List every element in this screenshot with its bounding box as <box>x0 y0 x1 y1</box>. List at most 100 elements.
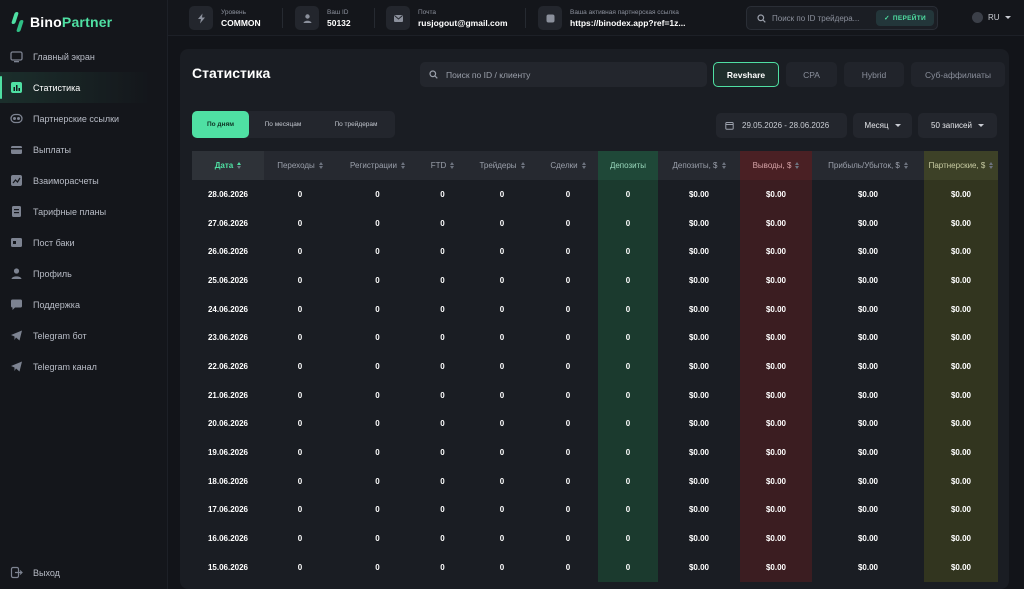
column-header-ftd[interactable]: FTD <box>419 151 466 180</box>
tab-sub-affiliates[interactable]: Суб-аффилиаты <box>911 62 1005 87</box>
cell-date: 25.06.2026 <box>207 275 249 285</box>
column-header-label: Прибыль/Убыток, $ <box>828 161 900 170</box>
tab-cpa[interactable]: CPA <box>786 62 837 87</box>
sidebar-item-telegram-channel[interactable]: Telegram канал <box>0 351 168 382</box>
group-select[interactable]: Месяц <box>853 113 912 138</box>
sort-icon <box>989 162 994 169</box>
sidebar-item-label: Telegram бот <box>33 330 87 341</box>
date-range-picker[interactable]: 29.05.2026 - 28.06.2026 <box>716 113 847 138</box>
table-body: 28.06.2026 0 0 0 0 0 0 $0.00 $0.00 $0.00 $0.00 27.0… <box>192 180 998 582</box>
cell-registrations: 0 <box>375 361 380 371</box>
cell-profit-loss-usd: $0.00 <box>857 476 879 486</box>
sort-icon <box>581 162 586 169</box>
column-header-partner-usd[interactable]: Партнерские, $ <box>924 151 998 180</box>
tariffs-icon <box>10 205 23 218</box>
tab-by-months[interactable]: По месяцам <box>264 121 302 128</box>
language-select[interactable]: RU <box>972 12 1011 23</box>
cell-deposits-usd: $0.00 <box>688 304 710 314</box>
client-search[interactable]: Поиск по ID / клиенту <box>420 62 707 87</box>
cell-deposits-usd: $0.00 <box>688 448 710 458</box>
cell-deals: 0 <box>565 476 571 486</box>
logo-text: BinoPartner <box>30 14 113 30</box>
cell-deposits: 0 <box>598 294 658 324</box>
column-header-date[interactable]: Дата <box>192 151 264 180</box>
column-header-clicks[interactable]: Переходы <box>264 151 336 180</box>
sidebar-item-tariffs[interactable]: Тарифные планы <box>0 196 168 227</box>
go-button[interactable]: ✓ ПЕРЕЙТИ <box>876 10 934 26</box>
level-info: Уровень COMMON <box>189 6 261 30</box>
cell-deposits: 0 <box>598 380 658 410</box>
sidebar-item-label: Статистика <box>33 82 81 93</box>
cell-deposits-usd: $0.00 <box>688 476 710 486</box>
go-label: ПЕРЕЙТИ <box>892 14 926 22</box>
table-row: 20.06.2026 0 0 0 0 0 0 $0.00 $0.00 $0.00 $0.00 <box>192 409 998 439</box>
cell-partner-usd: $0.00 <box>924 466 998 496</box>
cell-date: 27.06.2026 <box>207 218 249 228</box>
cell-profit-loss-usd: $0.00 <box>857 390 879 400</box>
tab-revshare[interactable]: Revshare <box>713 62 779 87</box>
column-header-registrations[interactable]: Регистрации <box>336 151 419 180</box>
tab-by-traders[interactable]: По трейдерам <box>334 121 378 128</box>
cell-withdrawals-usd: $0.00 <box>740 323 812 353</box>
cell-deposits: 0 <box>598 524 658 553</box>
cell-profit-loss-usd: $0.00 <box>857 189 879 199</box>
statistics-card: Статистика Поиск по ID / клиенту Revshar… <box>180 49 1009 589</box>
sidebar-item-home[interactable]: Главный экран <box>0 41 168 72</box>
sort-icon <box>721 162 726 169</box>
sidebar-item-label: Взаиморасчеты <box>33 175 99 186</box>
tab-hybrid[interactable]: Hybrid <box>844 62 904 87</box>
sidebar-item-payouts[interactable]: Выплаты <box>0 134 168 165</box>
sidebar-item-telegram-bot[interactable]: Telegram бот <box>0 320 168 351</box>
cell-registrations: 0 <box>375 534 380 544</box>
cell-traders: 0 <box>499 448 505 458</box>
divider <box>282 8 283 28</box>
records-select[interactable]: 50 записей <box>918 113 997 138</box>
column-header-deposits-usd[interactable]: Депозиты, $ <box>658 151 740 180</box>
table-row: 18.06.2026 0 0 0 0 0 0 $0.00 $0.00 $0.00 $0.00 <box>192 466 998 496</box>
id-value: 50132 <box>327 17 351 28</box>
cell-traders: 0 <box>499 304 505 314</box>
table-row: 17.06.2026 0 0 0 0 0 0 $0.00 $0.00 $0.00 $0.00 <box>192 495 998 525</box>
cell-deposits: 0 <box>598 495 658 525</box>
cell-deposits: 0 <box>598 180 658 209</box>
column-header-traders[interactable]: Трейдеры <box>466 151 538 180</box>
cell-partner-usd: $0.00 <box>924 438 998 467</box>
partner-link-info[interactable]: Ваша активная партнерская ссылка https://… <box>538 6 685 30</box>
cell-deposits-usd: $0.00 <box>688 562 710 572</box>
support-icon <box>10 298 23 311</box>
client-search-input[interactable]: Поиск по ID / клиенту <box>446 69 531 80</box>
sidebar-item-postback[interactable]: Пост баки <box>0 227 168 258</box>
cell-profit-loss-usd: $0.00 <box>857 304 879 314</box>
column-header-deals[interactable]: Сделки <box>538 151 598 180</box>
table-row: 23.06.2026 0 0 0 0 0 0 $0.00 $0.00 $0.00 $0.00 <box>192 323 998 353</box>
cell-traders: 0 <box>499 275 505 285</box>
logout-button[interactable]: Выход <box>10 566 60 579</box>
cell-deposits-usd: $0.00 <box>688 189 710 199</box>
sidebar-item-label: Поддержка <box>33 299 80 310</box>
column-header-deposits[interactable]: Депозиты <box>598 151 658 180</box>
telegram-icon <box>10 329 23 342</box>
cell-deposits: 0 <box>598 352 658 381</box>
cell-profit-loss-usd: $0.00 <box>857 505 879 515</box>
sidebar-item-settlements[interactable]: Взаиморасчеты <box>0 165 168 196</box>
column-header-label: Сделки <box>550 161 578 170</box>
sidebar-item-profile[interactable]: Профиль <box>0 258 168 289</box>
cell-partner-usd: $0.00 <box>924 524 998 553</box>
trader-search-input[interactable]: Поиск по ID трейдера... <box>772 13 860 23</box>
period-tabs: По дням По месяцам По трейдерам <box>192 111 395 138</box>
cell-deals: 0 <box>565 361 571 371</box>
column-header-withdrawals-usd[interactable]: Выводы, $ <box>740 151 812 180</box>
cell-date: 16.06.2026 <box>207 534 249 544</box>
cell-profit-loss-usd: $0.00 <box>857 361 879 371</box>
tab-by-days[interactable]: По дням <box>192 111 249 138</box>
column-header-label: Трейдеры <box>479 161 517 170</box>
sidebar-item-links[interactable]: Партнерские ссылки <box>0 103 168 134</box>
divider <box>374 8 375 28</box>
sidebar-item-statistics[interactable]: Статистика <box>0 72 168 103</box>
cell-date: 26.06.2026 <box>207 247 249 257</box>
logo[interactable]: BinoPartner <box>11 10 113 34</box>
cell-deposits: 0 <box>598 266 658 295</box>
cell-deposits: 0 <box>598 409 658 439</box>
sidebar-item-support[interactable]: Поддержка <box>0 289 168 320</box>
column-header-profit-loss-usd[interactable]: Прибыль/Убыток, $ <box>812 151 924 180</box>
